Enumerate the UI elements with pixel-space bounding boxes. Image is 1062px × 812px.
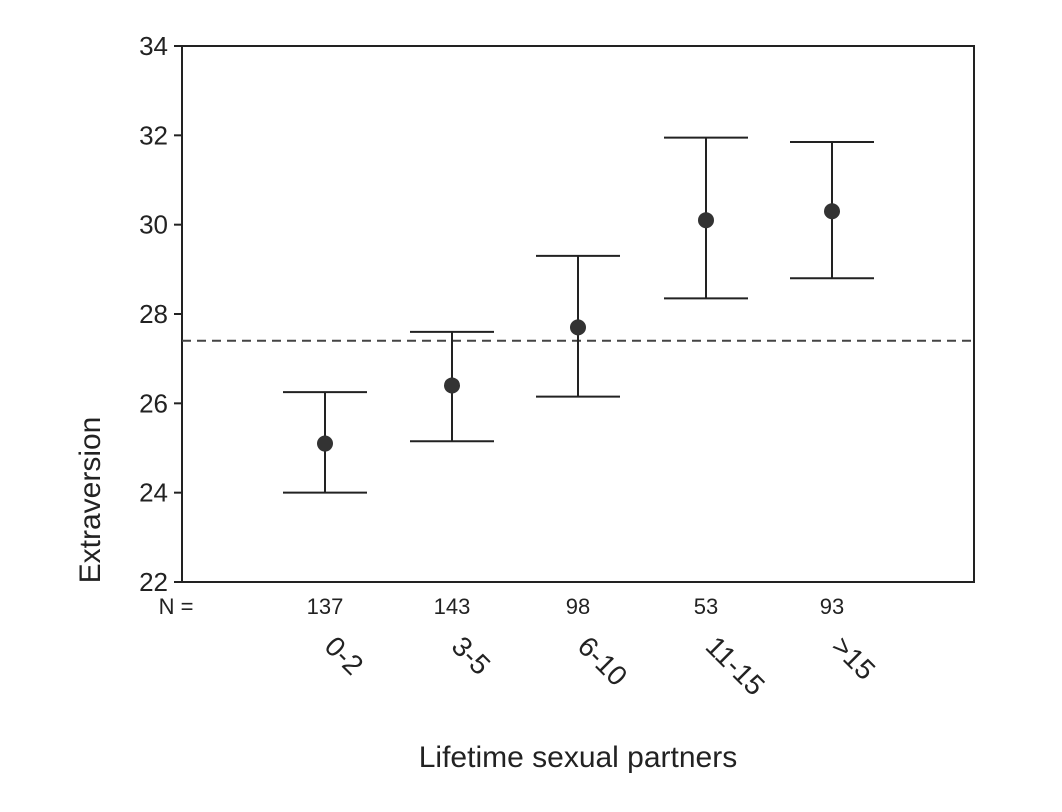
n-count-label: 137 <box>307 594 344 619</box>
data-marks <box>283 136 874 494</box>
n-count-label: 98 <box>566 594 590 619</box>
category-label: 11-15 <box>700 630 771 701</box>
category-label: 3-5 <box>446 630 497 681</box>
mean-point <box>317 435 333 452</box>
y-axis: 22 24 26 28 30 32 34 <box>139 31 182 597</box>
y-tick-label: 32 <box>139 120 168 150</box>
y-tick-label: 34 <box>139 31 168 61</box>
y-axis-title: Extraversion <box>74 417 107 584</box>
mean-point <box>444 377 460 394</box>
x-axis-title: Lifetime sexual partners <box>419 741 738 774</box>
y-tick-label: 30 <box>139 210 168 240</box>
mean-point <box>698 212 714 229</box>
x-axis: 137 0-2 143 3-5 98 6-10 53 11-15 93 >15 <box>307 594 882 701</box>
y-tick-label: 22 <box>139 567 168 597</box>
n-prefix-label: N = <box>159 594 194 619</box>
n-count-label: 53 <box>694 594 718 619</box>
n-count-label: 93 <box>820 594 844 619</box>
mean-point <box>824 203 840 220</box>
category-label: >15 <box>826 630 882 686</box>
n-count-label: 143 <box>434 594 471 619</box>
mean-point <box>570 319 586 336</box>
category-label: 6-10 <box>572 630 634 692</box>
y-tick-label: 28 <box>139 299 168 329</box>
category-label: 0-2 <box>319 630 370 681</box>
y-tick-label: 24 <box>139 478 168 508</box>
y-tick-label: 26 <box>139 388 168 418</box>
